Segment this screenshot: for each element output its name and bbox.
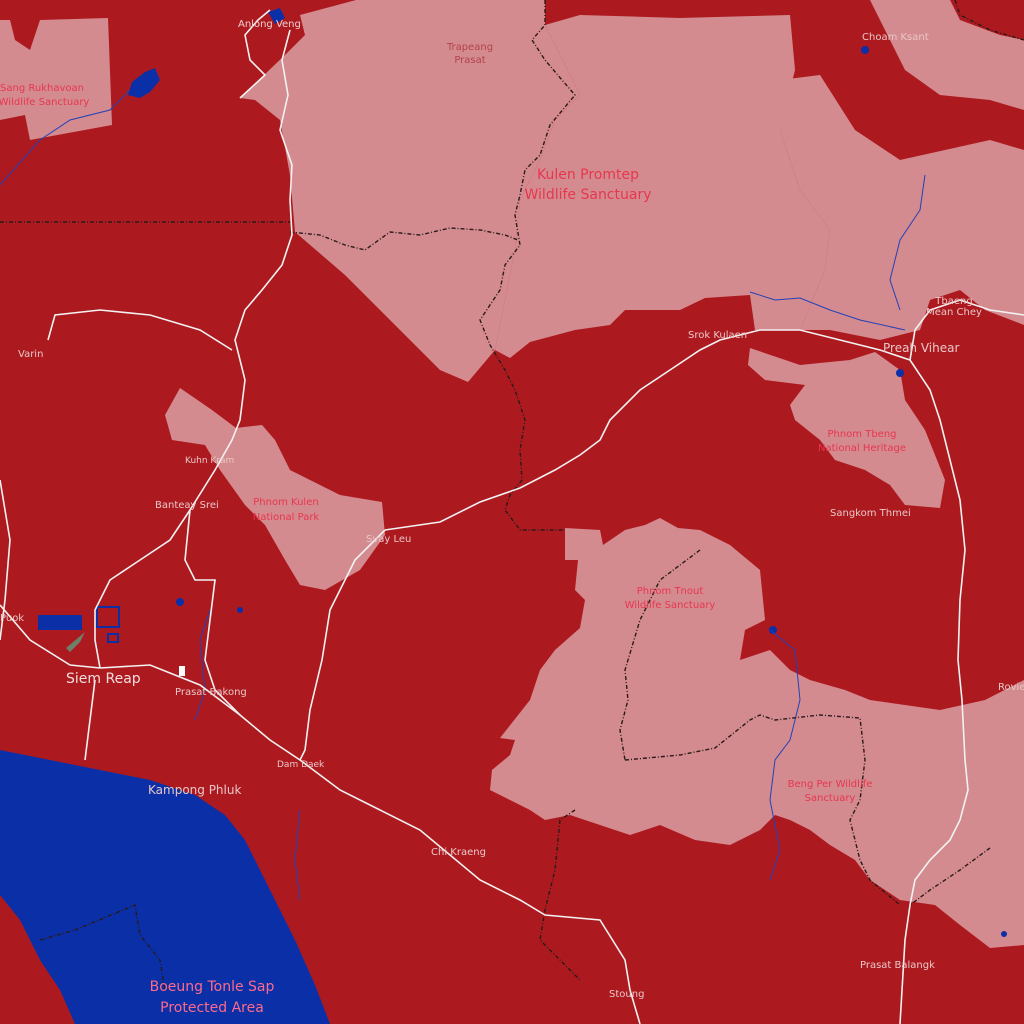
label-boeung-tonle-sap-1: Boeung Tonle Sap: [150, 979, 275, 995]
sang-rukhavoan-area: [0, 18, 112, 140]
label-sang-rukhavoan-1: Sang Rukhavoan: [0, 83, 84, 94]
tnout-pond: [769, 626, 777, 634]
label-siem-reap: Siem Reap: [66, 671, 141, 687]
label-trapeang-1: Trapeang: [446, 42, 493, 53]
tonle-sap-lake: [0, 750, 330, 1024]
phnom-tnout-area: [490, 518, 1024, 948]
phnom-kulen-area: [165, 388, 385, 590]
pond-2: [237, 607, 243, 613]
border-lake: [39, 904, 166, 991]
label-banteay-srei: Banteay Srei: [155, 500, 219, 511]
road-west: [0, 479, 11, 641]
label-choam-ksant: Choam Ksant: [862, 32, 929, 43]
kulen-promtep-area: [240, 0, 580, 382]
border-tnout-curve: [619, 549, 701, 761]
pond-1: [176, 598, 184, 606]
water-bodies: [0, 8, 1007, 1024]
road-east-preah-vihear: [899, 359, 969, 1024]
label-phnom-kulen-1: Phnom Kulen: [253, 497, 318, 508]
road-kulen-north: [384, 329, 911, 531]
label-varin: Varin: [18, 349, 43, 360]
river-south: [294, 809, 301, 901]
label-beng-per-1: Beng Per Wildlife: [788, 779, 873, 790]
river-east: [749, 291, 906, 331]
label-boeung-tonle-sap-2: Protected Area: [160, 1000, 264, 1016]
label-stoung: Stoung: [609, 989, 644, 1000]
roads: [0, 9, 1024, 1024]
angkor-moat: [96, 606, 120, 628]
label-rovieng: Rovie: [998, 682, 1024, 693]
label-kulen-promtep-1: Kulen Promtep: [537, 167, 639, 183]
moat-small: [107, 633, 119, 643]
border-kulen: [289, 227, 519, 251]
label-tbaeng-1: Tbaeng: [934, 296, 972, 307]
pond-north: [268, 8, 285, 24]
west-baray: [38, 615, 82, 630]
label-prasat-bakong: Prasat Bakong: [175, 687, 247, 698]
label-puok: Puok: [0, 613, 24, 624]
river-siem-reap: [194, 609, 211, 721]
road-anlong-veng-south: [184, 29, 641, 1024]
phnom-tbeng-area: [748, 348, 945, 508]
label-beng-per-2: Sanctuary: [805, 793, 856, 804]
border-tnout-inner: [624, 714, 901, 906]
road-siem-reap-north: [94, 509, 191, 669]
label-trapeang-2: Prasat: [454, 55, 485, 66]
pond-3: [1001, 931, 1007, 937]
built-area: [179, 666, 185, 676]
label-anlong-veng: Anlong Veng: [238, 19, 301, 30]
road-siem-reap-south: [84, 679, 96, 761]
road-siem-reap-east: [99, 664, 241, 716]
road-varin: [47, 309, 233, 351]
label-svay-leu: Svay Leu: [366, 534, 411, 545]
choam-ksant-pond: [861, 46, 869, 54]
label-sang-rukhavoan-2: Wildlife Sanctuary: [0, 97, 89, 108]
border-main: [479, 0, 576, 531]
label-phnom-tbeng-1: Phnom Tbeng: [827, 429, 896, 440]
road-puok: [0, 604, 101, 669]
northeast-protected-area: [780, 75, 1024, 340]
preah-vihear-pond: [896, 369, 904, 377]
border-southeast: [909, 847, 991, 906]
siem-reap-features: [66, 606, 185, 676]
label-dam-daek: Dam Daek: [277, 760, 325, 770]
label-phnom-tnout-2: Wildlife Sanctuary: [625, 600, 716, 611]
choam-ksant-area: [870, 0, 1024, 110]
border-south: [539, 809, 581, 981]
label-phnom-tbeng-2: National Heritage: [818, 443, 906, 454]
label-kuhn-kram: Kuhn Kram: [185, 456, 234, 466]
admin-borders: [0, 0, 1024, 991]
river-northeast: [889, 174, 926, 311]
label-sangkom-thmei: Sangkom Thmei: [830, 508, 911, 519]
road-svay-leu-south: [299, 529, 386, 761]
rivers: [0, 89, 926, 901]
label-prasat-balangk: Prasat Balangk: [860, 960, 935, 971]
river-tnout: [769, 629, 801, 881]
grass-area: [66, 632, 85, 652]
label-tbaeng-2: Mean Chey: [926, 307, 982, 318]
label-preah-vihear: Preah Vihear: [883, 341, 959, 355]
anlong-veng-lake: [128, 68, 160, 98]
label-kulen-promtep-2: Wildlife Sanctuary: [525, 187, 652, 203]
label-chi-kraeng: Chi Kraeng: [431, 847, 486, 858]
river-north-west: [0, 89, 131, 186]
protected-areas: [0, 0, 1024, 948]
road-west-north: [239, 9, 271, 99]
kulen-promtep-east: [495, 15, 830, 358]
label-srok-kulaen: Srok Kulaen: [688, 330, 747, 341]
road-ne: [909, 299, 1024, 361]
map-labels: Anlong Veng Choam Ksant Trapeang Prasat …: [0, 19, 1024, 1016]
label-phnom-kulen-2: National Park: [253, 512, 320, 523]
label-kampong-phluk: Kampong Phluk: [148, 783, 241, 797]
label-phnom-tnout-1: Phnom Tnout: [637, 586, 704, 597]
